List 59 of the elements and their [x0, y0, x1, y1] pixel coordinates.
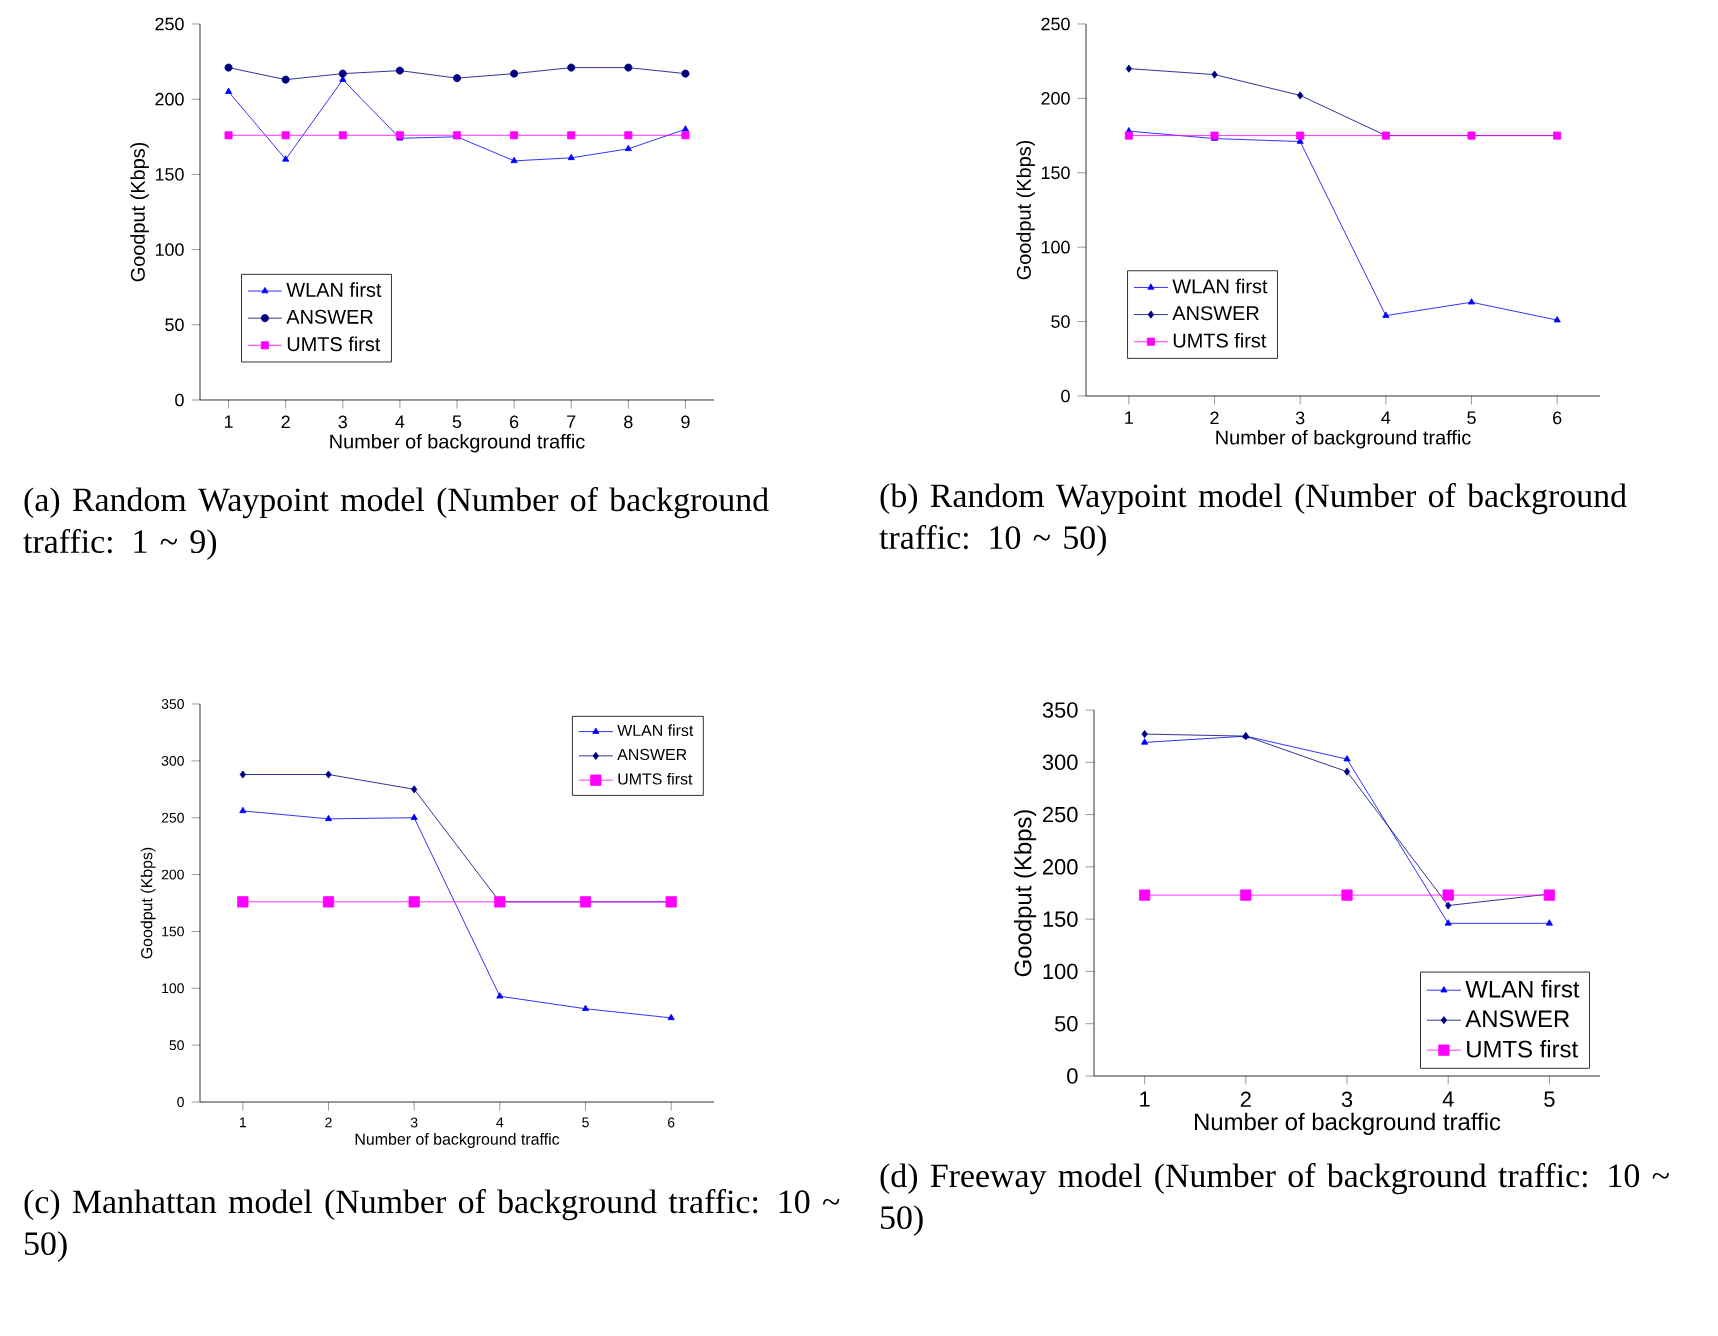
x-tick-label: 3 [338, 415, 347, 429]
y-tick-label: 250 [1042, 806, 1078, 823]
y-tick-label: 200 [155, 92, 184, 106]
y-tick-label: 50 [1054, 1015, 1078, 1032]
y-tick-label: 250 [1041, 17, 1070, 31]
y-tick-label: 0 [1067, 1068, 1078, 1084]
y-tick-label: 300 [1042, 754, 1078, 771]
x-tick-label: 4 [395, 415, 405, 428]
x-tick-label: 2 [1210, 411, 1219, 425]
legend-label: WLAN first [1465, 980, 1580, 998]
x-tick-label: 5 [1467, 411, 1476, 425]
x-tick-label: 9 [681, 415, 690, 429]
y-tick-label: 250 [155, 17, 184, 31]
y-tick-label: 50 [165, 318, 184, 332]
text: (d) Freeway model (Number of background traffic: 10 ~ 50) [880, 1163, 1669, 1236]
y-tick-label: 150 [1041, 166, 1070, 180]
text: (c) Manhattan model (Number of background traffic: 10 ~ 50) [24, 1189, 840, 1262]
y-tick-label: 350 [1042, 702, 1078, 718]
legend-label: ANSWER [286, 309, 373, 324]
x-tick-label: 4 [1381, 411, 1391, 424]
x-tick-label: 1 [224, 415, 233, 428]
legend-label: UMTS first [287, 336, 381, 352]
y-tick-label: 0 [1061, 389, 1070, 403]
x-tick-label: 8 [624, 415, 633, 429]
x-axis-title: Number of background traffic [1195, 1112, 1501, 1136]
y-tick-label: 100 [1043, 963, 1078, 980]
legend-label: UMTS first [1467, 1040, 1578, 1058]
x-tick-label: 4 [1442, 1091, 1454, 1107]
x-tick-label: 2 [1240, 1091, 1251, 1107]
x-tick-label: 7 [567, 415, 576, 428]
y-tick-label: 50 [1051, 315, 1070, 328]
x-tick-label: 6 [1553, 411, 1562, 425]
x-tick-label: 3 [1295, 411, 1305, 425]
legend-label: WLAN first [286, 282, 382, 297]
y-axis-title: Goodput (Kbps) [1013, 810, 1037, 977]
y-tick-label: 150 [1043, 911, 1078, 927]
y-tick-label: 0 [175, 393, 184, 407]
y-tick-label: 200 [1041, 92, 1070, 105]
x-tick-label: 2 [281, 415, 290, 429]
legend-label: WLAN first [1172, 278, 1268, 294]
x-tick-label: 5 [452, 415, 462, 429]
x-tick-label: 1 [1140, 1091, 1150, 1107]
y-axis-title: Goodput (Kbps) [1016, 140, 1035, 280]
text: (b) Random Waypoint model (Number of background traffic: 10 ~ 50) [879, 483, 1627, 556]
x-tick-label: 1 [1125, 411, 1133, 424]
legend-label: UMTS first [1173, 332, 1267, 348]
x-axis-title: Number of background traffic [1216, 429, 1471, 449]
legend-label: ANSWER [1465, 1010, 1570, 1028]
y-tick-label: 100 [155, 243, 184, 256]
x-tick-label: 3 [1341, 1091, 1353, 1108]
text: (a) Random Waypoint model (Number of background traffic: 1 ~ 9) [23, 487, 769, 560]
y-tick-label: 200 [1042, 859, 1078, 875]
y-axis-title: Goodput (Kbps) [130, 142, 149, 282]
legend-label: ANSWER [1172, 306, 1259, 321]
x-axis-title: Number of background traffic [330, 433, 585, 453]
x-tick-label: 6 [510, 415, 519, 429]
y-tick-label: 150 [155, 168, 184, 181]
x-tick-label: 5 [1544, 1091, 1555, 1107]
y-tick-label: 100 [1041, 240, 1070, 254]
